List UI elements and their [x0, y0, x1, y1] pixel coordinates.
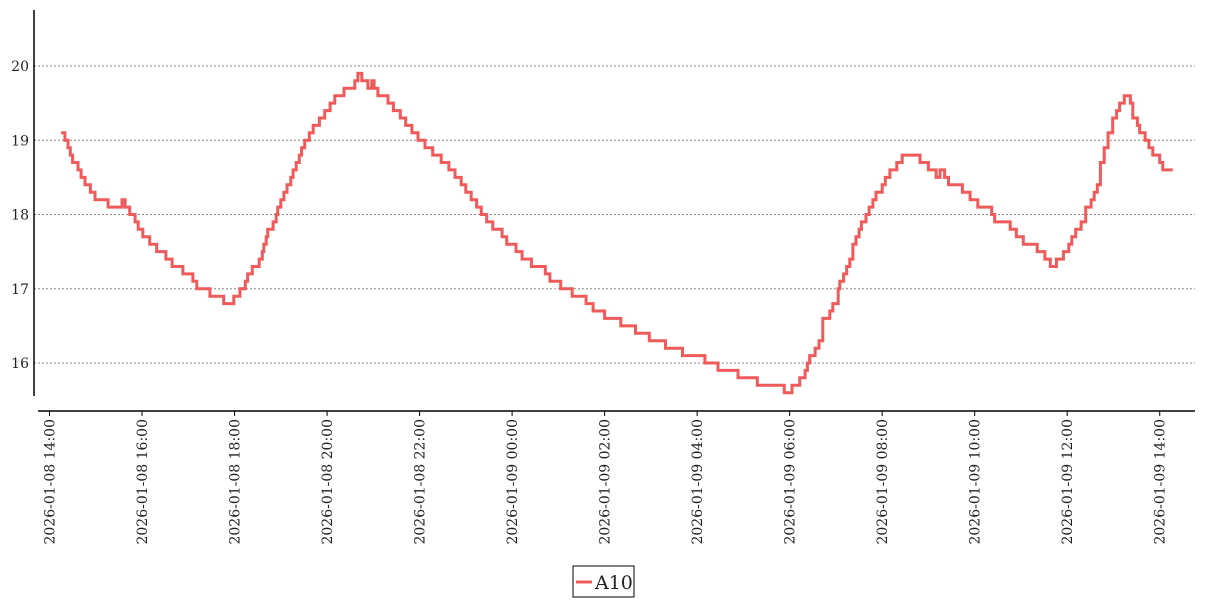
y-tick-label: 20 [11, 59, 29, 75]
y-tick-label: 16 [11, 356, 29, 372]
x-tick-label: 2026-01-08 20:00 [320, 419, 336, 545]
y-tick-label: 19 [11, 133, 29, 149]
legend-label-a10: A10 [594, 572, 633, 594]
x-tick-label: 2026-01-09 14:00 [1153, 419, 1169, 545]
x-tick-label: 2026-01-09 00:00 [505, 419, 521, 545]
x-tick-label: 2026-01-09 06:00 [783, 419, 799, 545]
x-tick-label: 2026-01-08 22:00 [413, 419, 429, 545]
gridlines [34, 65, 1195, 364]
x-tick-label: 2026-01-09 12:00 [1060, 419, 1076, 545]
x-tick-label: 2026-01-08 18:00 [228, 419, 244, 545]
x-tick-label: 2026-01-09 10:00 [968, 419, 984, 545]
x-tick-label: 2026-01-09 02:00 [598, 419, 614, 545]
series-group [61, 71, 1173, 395]
y-tick-label: 18 [11, 208, 29, 224]
x-tick-label: 2026-01-09 08:00 [875, 419, 891, 545]
y-tick-labels: 16 17 18 19 20 [11, 59, 29, 372]
y-tick-label: 17 [11, 282, 29, 298]
x-tick-label: 2026-01-08 14:00 [43, 419, 59, 545]
legend: A10 [572, 565, 635, 598]
series-line-a10 [61, 71, 1173, 395]
x-tick-labels: 2026-01-08 14:00 2026-01-08 16:00 2026-01-… [43, 411, 1169, 545]
x-tick-label: 2026-01-09 04:00 [690, 419, 706, 545]
x-tick-label: 2026-01-08 16:00 [135, 419, 151, 545]
